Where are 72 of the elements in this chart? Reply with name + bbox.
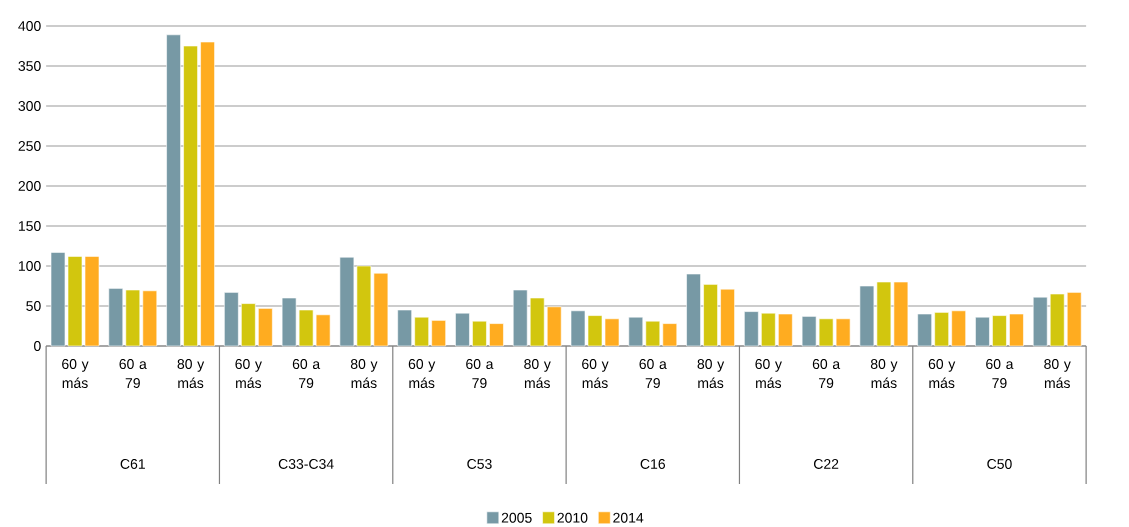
bar <box>258 308 273 347</box>
x-tick-label: 60 a 79 <box>292 359 321 389</box>
legend-label: 2014 <box>613 512 644 523</box>
x-tick-label: 60 y más <box>755 359 782 389</box>
y-tick-label: 400 <box>18 21 41 31</box>
bar <box>778 313 793 347</box>
bar <box>1049 293 1065 347</box>
bar <box>934 312 949 347</box>
bar <box>166 34 181 347</box>
bar <box>455 312 470 347</box>
bar <box>397 309 412 347</box>
x-tick-label: 60 y más <box>928 359 956 389</box>
bar <box>431 320 446 347</box>
y-tick-label: 200 <box>18 181 41 191</box>
bar <box>975 316 990 347</box>
bar <box>744 311 759 347</box>
bar <box>183 45 198 347</box>
x-tick-label: 60 a 79 <box>466 359 494 389</box>
bar <box>628 316 644 347</box>
bar <box>992 315 1007 347</box>
x-tick-label: 80 y más <box>524 359 551 389</box>
legend-label: 2010 <box>557 512 588 523</box>
text: C33-C34 <box>278 459 334 469</box>
x-tick-label: 60 y más <box>582 359 609 389</box>
bar <box>512 289 528 347</box>
x-tick-label: 60 a 79 <box>812 359 841 389</box>
y-tick-label: 0 <box>34 341 41 351</box>
bar <box>1032 296 1048 347</box>
bar <box>125 289 141 347</box>
x-tick-label: 60 y más <box>408 359 436 389</box>
x-tick-label: 60 y más <box>235 359 262 389</box>
x-tick-label: 80 y más <box>177 359 205 389</box>
y-tick-label: 300 <box>18 101 41 111</box>
text: C16 <box>640 459 666 469</box>
bar <box>1009 313 1024 347</box>
x-tick-label: 60 a 79 <box>986 359 1014 389</box>
bar <box>720 288 735 347</box>
y-tick-label: 50 <box>26 301 41 311</box>
bar <box>241 303 256 347</box>
bar <box>645 320 661 347</box>
x-tick-label: 60 a 79 <box>119 359 147 389</box>
y-tick-label: 350 <box>18 61 41 71</box>
bar <box>108 288 124 347</box>
text: C61 <box>120 459 145 469</box>
y-tick-label: 100 <box>18 261 41 271</box>
bar <box>546 306 562 347</box>
x-tick-label: 80 y más <box>350 359 378 389</box>
bar <box>142 290 158 347</box>
bar <box>200 41 215 347</box>
text: C50 <box>987 459 1012 469</box>
bar <box>951 310 966 347</box>
bar <box>529 297 545 347</box>
bar <box>489 323 504 347</box>
bar <box>761 312 776 347</box>
bar <box>703 284 718 347</box>
x-tick-label: 80 y más <box>697 359 725 389</box>
bar <box>686 273 701 347</box>
bar <box>224 292 239 347</box>
y-tick-label: 150 <box>18 221 41 231</box>
bar <box>917 313 932 347</box>
x-tick-label: 80 y más <box>1044 359 1071 389</box>
x-tick-label: 60 a 79 <box>639 359 667 389</box>
bar <box>662 323 678 347</box>
y-tick-label: 250 <box>18 141 41 151</box>
x-tick-label: 60 y más <box>62 359 89 389</box>
legend-label: 2005 <box>501 512 532 523</box>
x-tick-label: 80 y más <box>870 359 898 389</box>
bar <box>472 320 487 347</box>
bar <box>1066 292 1082 347</box>
text: C22 <box>814 459 839 469</box>
bar <box>414 316 429 347</box>
text: C53 <box>467 459 492 469</box>
